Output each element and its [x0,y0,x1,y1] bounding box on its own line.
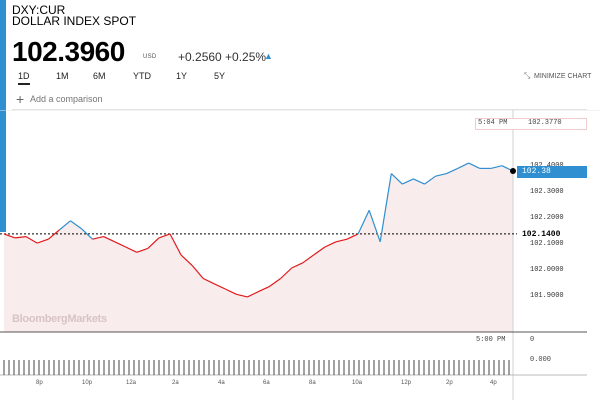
price-line-segment [103,236,115,243]
price-line-segment [313,246,326,256]
y-tick-label: 102.3000 [530,188,564,196]
price-area-fill [4,163,513,332]
price-line-segment [302,254,315,264]
timeframe-1d[interactable]: 1D [18,71,30,85]
crosshair-time: 5:04 PM [478,119,508,127]
price-line-segment [169,233,182,256]
x-tick-label: 2a [172,380,179,386]
y-tick-label: 102.0000 [530,266,564,274]
price-line-segment [213,283,226,290]
volume-top-value: 0 [530,336,535,344]
price-line-segment [368,210,381,242]
price-line-segment [81,228,93,240]
x-tick-label: 4p [490,380,497,386]
last-value-label: 102.38 [517,166,587,178]
last-price: 102.3960 [12,36,125,67]
price-line-segment [37,238,49,244]
price-line-segment [258,285,270,293]
price-line-segment [435,173,447,177]
ticker-symbol: DXY:CUR [12,3,66,17]
timeframe-5y[interactable]: 5Y [214,71,226,81]
minimize-chart-button[interactable]: MINIMIZE CHART [534,73,592,80]
price-line-segment [468,162,481,169]
price-line-segment [390,173,403,185]
x-tick-label: 8a [309,380,316,386]
price-line-segment [291,262,304,269]
timeframe-6m[interactable]: 6M [93,71,106,81]
plus-icon[interactable]: + [16,91,25,107]
price-line-segment [158,233,171,239]
price-line-segment [58,220,71,231]
volume-time: 5:00 PM [476,336,506,344]
price-line-segment [180,254,193,266]
x-tick-label: 8p [36,380,43,386]
price-chart[interactable] [0,110,600,400]
x-tick-label: 10a [352,380,363,386]
price-line-segment [47,229,60,240]
price-line-segment [147,237,160,249]
timeframe-1y[interactable]: 1Y [176,71,188,81]
price-line-segment [446,167,458,175]
price-line-segment [114,241,126,248]
price-line-segment [70,220,82,230]
price-line-segment [136,247,149,253]
volume-zero-value: 0.000 [530,356,552,364]
currency-label: USD [143,54,157,60]
price-line-segment [15,236,27,239]
x-tick-label: 4a [218,380,225,386]
accent-bar [0,0,6,232]
x-tick-label: 10p [82,380,93,386]
price-line-segment [457,162,469,169]
price-line-segment [379,173,392,242]
price-line-segment [25,236,38,244]
price-line-segment [335,238,348,243]
price-line-segment [202,277,215,285]
price-line-segment [269,278,281,287]
comparison-input[interactable] [30,94,230,104]
price-line-segment [413,178,425,185]
price-change: +0.2560 +0.25% [178,50,267,64]
last-point-marker [510,167,516,174]
x-tick-label: 12a [126,380,137,386]
timeframe-1m[interactable]: 1M [56,71,69,81]
price-line-segment [191,265,204,279]
y-tick-label: 102.1000 [530,240,564,248]
price-line-segment [324,241,337,248]
price-line-segment [490,165,503,169]
timeframe-ytd[interactable]: YTD [133,71,151,81]
price-line-segment [225,288,237,295]
x-tick-label: 2p [446,380,453,386]
price-line-segment [346,233,359,240]
y-tick-label: 102.2000 [530,214,564,222]
price-line-segment [280,267,293,279]
crosshair-readout [475,118,587,130]
bloomberg-watermark: BloombergMarkets [12,313,107,325]
up-arrow-icon: ▲ [264,51,273,61]
price-line-segment [236,293,248,298]
open-value-label: 102.1400 [517,229,587,240]
price-line-segment [424,175,436,185]
price-line-segment [92,236,104,240]
price-line-segment [247,291,259,298]
crosshair-value: 102.3770 [528,119,562,127]
x-tick-label: 6a [263,380,270,386]
x-tick-label: 12p [401,380,412,386]
collapse-arrows-icon[interactable]: ⤡ [524,71,531,80]
y-tick-label: 101.9000 [530,292,564,300]
price-line-segment [125,246,138,253]
price-line-segment [357,210,370,235]
instrument-name: DOLLAR INDEX SPOT [12,14,137,28]
price-line-segment [3,233,16,239]
price-line-segment [402,178,414,185]
